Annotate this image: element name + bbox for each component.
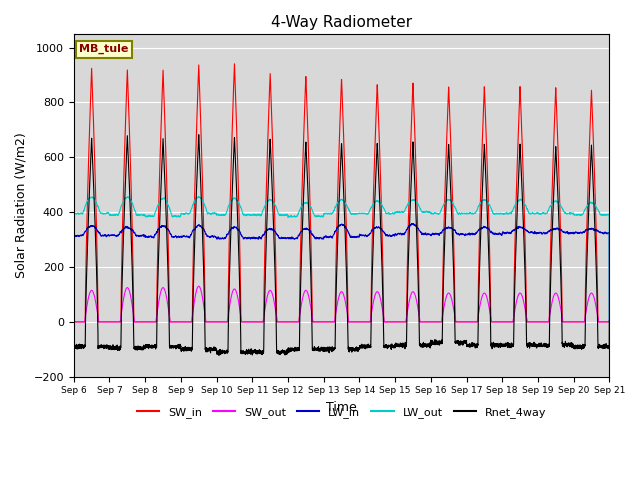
SW_out xyxy=(432,319,440,325)
Rnet_4way xyxy=(215,352,223,358)
Y-axis label: Solar Radiation (W/m2): Solar Radiation (W/m2) xyxy=(15,132,28,278)
LW_out xyxy=(492,211,500,217)
Rnet_4way xyxy=(462,340,470,346)
LW_out xyxy=(461,211,469,217)
SW_out xyxy=(195,283,203,289)
SW_in xyxy=(492,319,500,325)
LW_out xyxy=(166,207,174,213)
Line: SW_in: SW_in xyxy=(74,64,609,322)
Line: Rnet_4way: Rnet_4way xyxy=(74,135,609,355)
LW_out xyxy=(70,210,77,216)
LW_out xyxy=(322,211,330,216)
LW_in xyxy=(461,231,469,237)
Line: LW_out: LW_out xyxy=(74,197,609,322)
SW_in xyxy=(432,319,440,325)
SW_out xyxy=(70,319,77,325)
Rnet_4way xyxy=(605,318,613,324)
LW_out xyxy=(605,212,612,217)
LW_out xyxy=(605,319,613,325)
SW_in xyxy=(605,319,612,325)
Rnet_4way xyxy=(605,344,612,349)
SW_in xyxy=(166,319,174,325)
Rnet_4way xyxy=(432,340,440,346)
Legend: SW_in, SW_out, LW_in, LW_out, Rnet_4way: SW_in, SW_out, LW_in, LW_out, Rnet_4way xyxy=(132,403,551,422)
Rnet_4way xyxy=(166,343,174,349)
SW_in xyxy=(322,319,330,325)
X-axis label: Time: Time xyxy=(326,401,357,414)
LW_in xyxy=(321,234,329,240)
SW_out xyxy=(492,319,500,325)
LW_in xyxy=(432,231,440,237)
Title: 4-Way Radiometer: 4-Way Radiometer xyxy=(271,15,412,30)
LW_in xyxy=(70,232,77,238)
LW_in xyxy=(605,230,612,236)
Rnet_4way xyxy=(322,347,330,352)
SW_in xyxy=(461,319,469,325)
SW_out xyxy=(605,319,613,325)
LW_out xyxy=(432,210,440,216)
Rnet_4way xyxy=(492,341,500,347)
LW_in xyxy=(408,221,415,227)
LW_in xyxy=(166,231,174,237)
Text: MB_tule: MB_tule xyxy=(79,44,129,55)
SW_in xyxy=(230,61,238,67)
LW_in xyxy=(492,231,500,237)
SW_out xyxy=(461,319,469,325)
Line: LW_in: LW_in xyxy=(74,224,609,322)
LW_out xyxy=(124,194,132,200)
Line: SW_out: SW_out xyxy=(74,286,609,322)
LW_in xyxy=(605,319,613,324)
SW_out xyxy=(166,318,174,324)
SW_out xyxy=(605,319,612,325)
SW_out xyxy=(322,319,330,325)
Rnet_4way xyxy=(70,342,77,348)
SW_in xyxy=(605,319,613,325)
SW_in xyxy=(70,319,77,325)
Rnet_4way xyxy=(195,132,203,138)
